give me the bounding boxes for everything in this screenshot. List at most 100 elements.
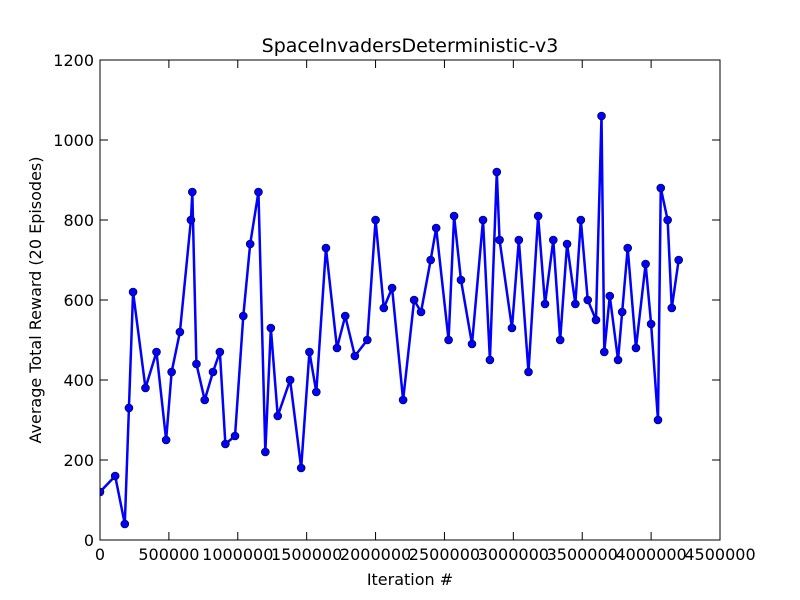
data-point <box>192 359 201 369</box>
data-point <box>221 439 230 449</box>
data-point <box>449 211 459 221</box>
data-point <box>128 287 138 297</box>
x-tick-label: 4500000 <box>684 545 755 564</box>
data-point <box>533 211 543 221</box>
data-point <box>599 347 609 357</box>
data-point <box>340 311 350 321</box>
data-point <box>667 303 677 313</box>
data-point <box>100 487 105 497</box>
x-tick-label: 0 <box>95 545 105 564</box>
data-point <box>285 375 295 385</box>
data-point <box>613 355 623 365</box>
data-point <box>576 215 586 225</box>
data-point <box>245 239 255 249</box>
data-point <box>646 319 656 329</box>
data-point <box>161 435 171 445</box>
data-point <box>444 335 453 345</box>
data-point <box>379 303 389 313</box>
data-point <box>571 299 580 309</box>
data-point <box>273 411 283 421</box>
axes: 0 500000 100000015000002000000250000030000… <box>53 51 755 564</box>
data-point <box>371 215 380 225</box>
data-point <box>623 243 632 253</box>
data-point <box>524 367 533 377</box>
y-tick-label: 400 <box>63 371 94 390</box>
data-point <box>583 295 593 305</box>
data-point <box>305 347 314 357</box>
data-point <box>186 215 196 225</box>
data-point <box>467 339 477 349</box>
data-point <box>152 347 161 357</box>
data-point <box>597 111 606 121</box>
data-point <box>321 243 331 253</box>
data-point <box>495 235 504 245</box>
x-tick-label: 500000 <box>138 545 199 564</box>
data-point <box>120 519 130 529</box>
data-point <box>387 283 397 293</box>
x-tick-label: 1500000 <box>271 545 342 564</box>
y-axis-label: Average Total Reward (20 Episodes) <box>26 156 45 443</box>
data-point <box>230 431 240 441</box>
x-tick-label: 1000000 <box>202 545 273 564</box>
data-point <box>416 307 426 317</box>
data-point <box>605 291 615 301</box>
data-point <box>141 383 150 393</box>
x-axis-label: Iteration # <box>367 570 453 589</box>
data-point <box>110 471 120 481</box>
x-tick-label: 4000000 <box>615 545 686 564</box>
y-tick-label: 1000 <box>53 131 94 150</box>
data-point <box>332 343 342 353</box>
data-point <box>215 347 225 357</box>
x-tick-label: 2500000 <box>409 545 480 564</box>
data-point <box>167 367 176 377</box>
data-point <box>653 415 663 425</box>
x-tick-label: 3000000 <box>478 545 549 564</box>
data-point <box>507 323 517 333</box>
y-tick-label: 1200 <box>53 51 94 70</box>
chart-title: SpaceInvadersDeterministic-v3 <box>262 35 559 57</box>
data-point <box>296 463 306 473</box>
x-tick-label: 2000000 <box>340 545 411 564</box>
y-tick-label: 600 <box>63 291 94 310</box>
data-point <box>254 187 263 197</box>
y-tick-label: 800 <box>63 211 94 230</box>
data-point <box>663 215 672 225</box>
data-point <box>266 323 276 333</box>
data-point <box>261 447 270 457</box>
data-point <box>398 395 408 405</box>
y-tick-label: 0 <box>84 531 94 550</box>
data-point <box>312 387 321 397</box>
data-point <box>238 311 248 321</box>
data-point <box>540 299 550 309</box>
data-point <box>409 295 419 305</box>
data-point <box>641 259 650 269</box>
x-tick-label: 3500000 <box>547 545 618 564</box>
data-point <box>456 275 466 285</box>
data-point <box>674 255 683 265</box>
data-point <box>124 403 134 413</box>
data-point <box>562 239 572 249</box>
data-point <box>208 367 218 377</box>
data-point <box>591 315 601 325</box>
data-point <box>426 255 435 265</box>
data-point <box>200 395 210 405</box>
data-point <box>485 355 495 365</box>
data-point <box>188 187 197 197</box>
data-point <box>350 351 360 361</box>
series-group <box>100 111 683 529</box>
data-point <box>548 235 558 245</box>
data-point <box>362 335 372 345</box>
y-tick-label: 200 <box>63 451 94 470</box>
data-point <box>656 183 666 193</box>
data-point <box>175 327 185 337</box>
data-point <box>555 335 565 345</box>
plot-area <box>100 111 683 529</box>
data-point <box>514 235 524 245</box>
data-point <box>431 223 441 233</box>
data-point <box>478 215 488 225</box>
data-point <box>617 307 627 317</box>
data-point <box>631 343 641 353</box>
data-point <box>492 167 502 177</box>
